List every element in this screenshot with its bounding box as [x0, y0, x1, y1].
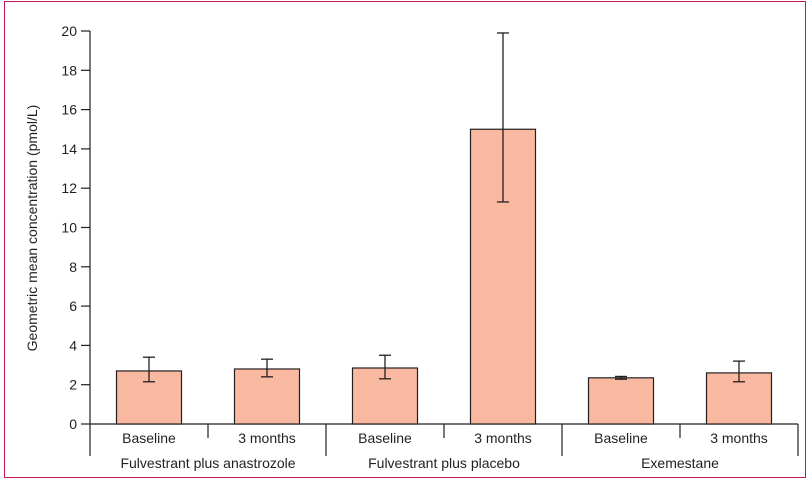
- y-tick-label: 0: [69, 416, 77, 432]
- y-tick-label: 10: [61, 220, 77, 236]
- x-group-label: Exemestane: [641, 455, 719, 471]
- x-category-label: 3 months: [238, 430, 296, 446]
- y-tick-label: 14: [61, 141, 77, 157]
- x-category-label: Baseline: [122, 430, 176, 446]
- bar: [587, 377, 655, 425]
- x-category-label: 3 months: [474, 430, 532, 446]
- x-group-label: Fulvestrant plus anastrozole: [120, 455, 295, 471]
- x-group-label: Fulvestrant plus placebo: [368, 455, 520, 471]
- figure-frame: [4, 1, 806, 478]
- x-category-label: 3 months: [710, 430, 768, 446]
- x-category-label: Baseline: [594, 430, 648, 446]
- y-tick-label: 6: [69, 298, 77, 314]
- y-tick-label: 20: [61, 23, 77, 39]
- y-tick-label: 4: [69, 337, 77, 353]
- bar: [233, 368, 301, 425]
- y-tick-label: 16: [61, 102, 77, 118]
- y-tick-label: 8: [69, 259, 77, 275]
- bar: [115, 370, 183, 425]
- y-tick-label: 12: [61, 180, 77, 196]
- y-axis-title: Geometric mean concentration (pmol/L): [24, 105, 40, 352]
- x-category-label: Baseline: [358, 430, 412, 446]
- y-tick-label: 2: [69, 377, 77, 393]
- y-tick-label: 18: [61, 62, 77, 78]
